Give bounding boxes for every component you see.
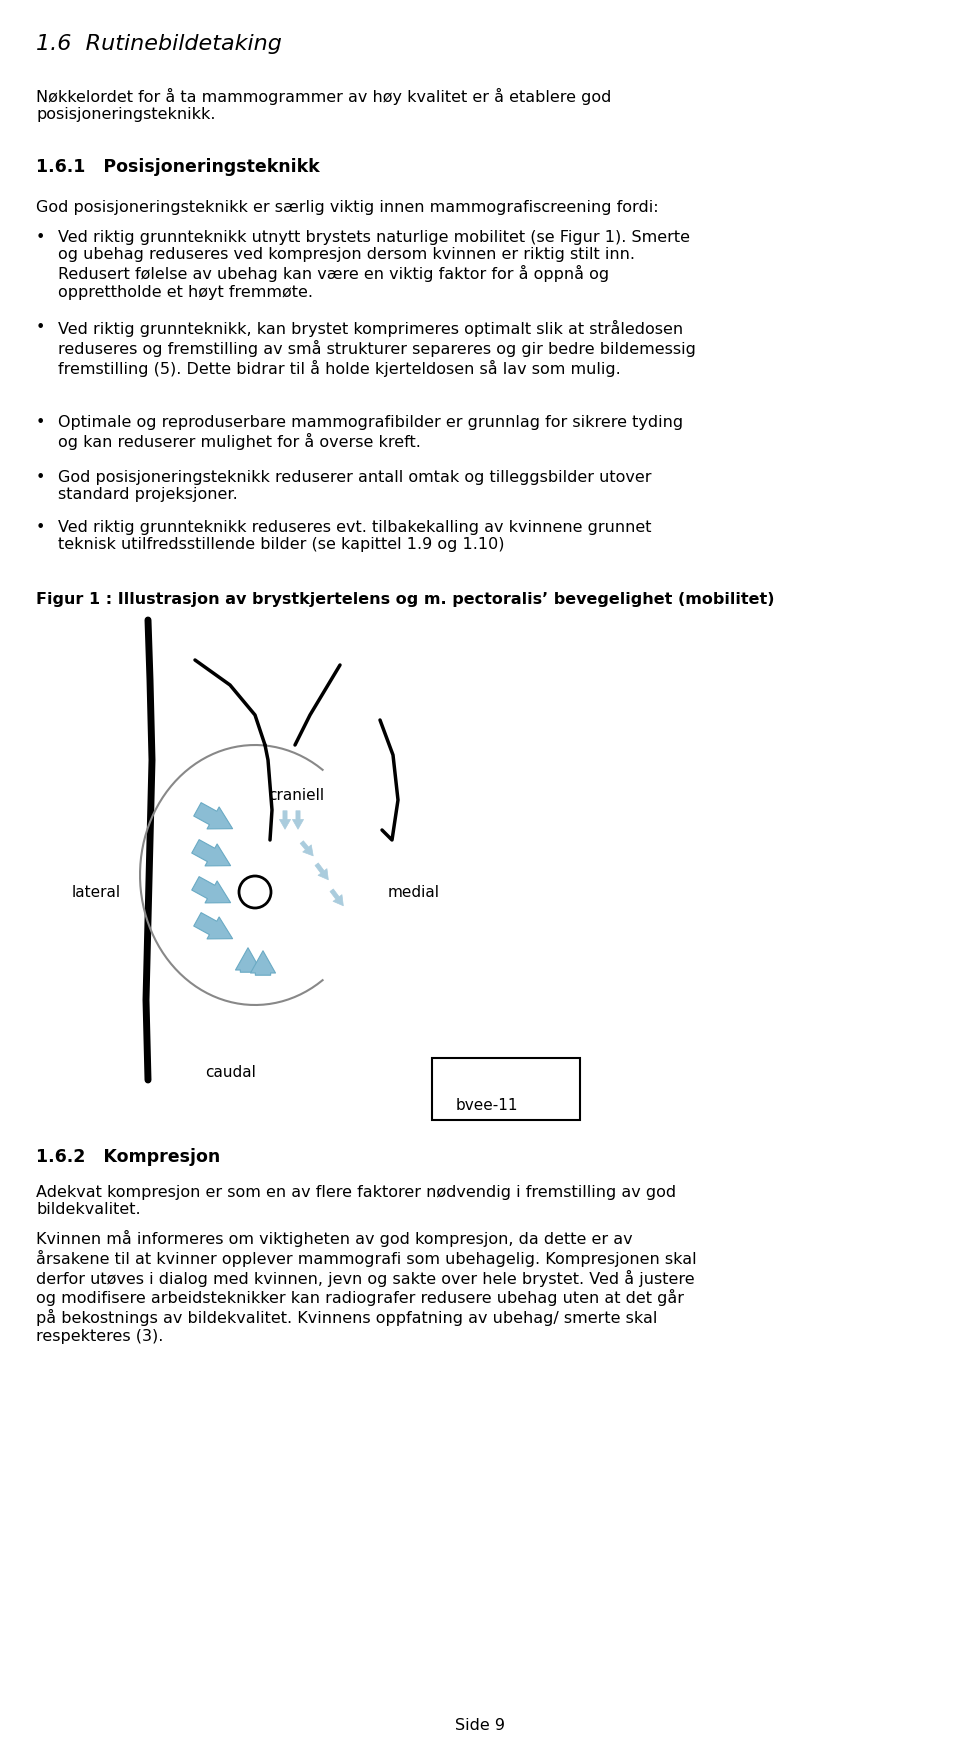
FancyArrowPatch shape <box>315 864 328 879</box>
FancyArrowPatch shape <box>330 888 344 906</box>
Text: •: • <box>36 230 45 244</box>
Text: Kvinnen må informeres om viktigheten av god kompresjon, da dette er av
årsakene : Kvinnen må informeres om viktigheten av … <box>36 1230 697 1344</box>
FancyArrowPatch shape <box>192 839 230 866</box>
Text: Side 9: Side 9 <box>455 1719 505 1733</box>
Text: Ved riktig grunnteknikk reduseres evt. tilbakekalling av kvinnene grunnet
teknis: Ved riktig grunnteknikk reduseres evt. t… <box>58 520 652 553</box>
Text: Figur 1 : Illustrasjon av brystkjertelens og m. pectoralis’ bevegelighet (mobili: Figur 1 : Illustrasjon av brystkjertelen… <box>36 592 775 607</box>
Text: 1.6.2   Kompresjon: 1.6.2 Kompresjon <box>36 1148 220 1166</box>
FancyArrowPatch shape <box>194 913 232 939</box>
Text: •: • <box>36 520 45 536</box>
Text: Optimale og reproduserbare mammografibilder er grunnlag for sikrere tyding
og ka: Optimale og reproduserbare mammografibil… <box>58 415 684 450</box>
Text: Adekvat kompresjon er som en av flere faktorer nødvendig i fremstilling av god
b: Adekvat kompresjon er som en av flere fa… <box>36 1185 676 1218</box>
Text: medial: medial <box>388 885 440 900</box>
FancyArrowPatch shape <box>251 951 276 975</box>
Text: craniell: craniell <box>268 789 324 803</box>
Text: •: • <box>36 319 45 335</box>
Text: Nøkkelordet for å ta mammogrammer av høy kvalitet er å etablere god
posisjonerin: Nøkkelordet for å ta mammogrammer av høy… <box>36 87 612 122</box>
Text: Ved riktig grunnteknikk, kan brystet komprimeres optimalt slik at stråledosen
re: Ved riktig grunnteknikk, kan brystet kom… <box>58 319 696 377</box>
Text: •: • <box>36 469 45 485</box>
Text: •: • <box>36 415 45 429</box>
Text: God posisjoneringsteknikk reduserer antall omtak og tilleggsbilder utover
standa: God posisjoneringsteknikk reduserer anta… <box>58 469 652 503</box>
Circle shape <box>239 876 271 907</box>
Text: 1.6  Rutinebildetaking: 1.6 Rutinebildetaking <box>36 33 282 54</box>
FancyArrowPatch shape <box>192 876 230 902</box>
Text: God posisjoneringsteknikk er særlig viktig innen mammografiscreening fordi:: God posisjoneringsteknikk er særlig vikt… <box>36 201 659 215</box>
Text: lateral: lateral <box>72 885 121 900</box>
FancyArrowPatch shape <box>235 948 260 972</box>
Text: caudal: caudal <box>205 1064 256 1080</box>
Text: bvee-11: bvee-11 <box>456 1098 518 1113</box>
FancyArrowPatch shape <box>194 803 232 829</box>
FancyArrowPatch shape <box>300 841 313 855</box>
Text: 1.6.1   Posisjoneringsteknikk: 1.6.1 Posisjoneringsteknikk <box>36 159 320 176</box>
Bar <box>432 1057 580 1120</box>
Text: Ved riktig grunnteknikk utnytt brystets naturlige mobilitet (se Figur 1). Smerte: Ved riktig grunnteknikk utnytt brystets … <box>58 230 690 300</box>
FancyArrowPatch shape <box>293 811 303 829</box>
FancyArrowPatch shape <box>279 811 291 829</box>
